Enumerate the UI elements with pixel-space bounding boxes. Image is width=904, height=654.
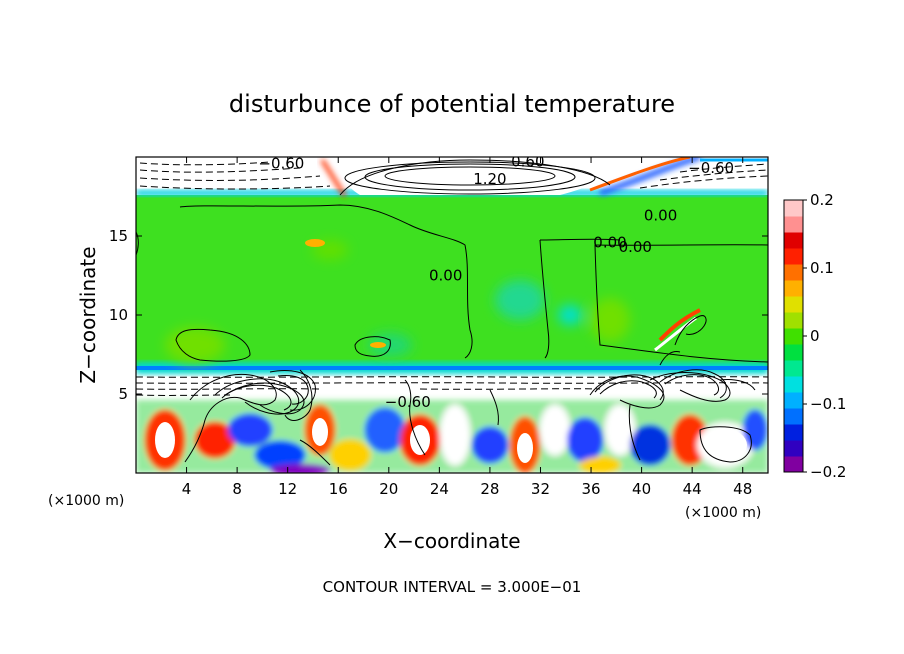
x-axis-ticks: 4 8 12 16 20 24 28 32 36 40 44 48 [182, 157, 752, 498]
x-tick-label: 20 [379, 480, 398, 498]
contour-labels: −0.60 0.601.20−0.600.000.000.000.00−0.60 [258, 153, 734, 411]
colorbar-tick-label: 0.2 [810, 191, 834, 209]
colorbar-swatch [784, 456, 803, 473]
field-mid-troposphere [136, 195, 768, 370]
colorbar-swatch [784, 200, 803, 217]
colorbar-swatch [784, 344, 803, 361]
band-lower-blue [136, 366, 768, 370]
contour-label: 0.00 [644, 206, 677, 224]
mid-field-patches [165, 240, 630, 363]
x-tick-label: 48 [733, 480, 752, 498]
x-tick-label: 8 [232, 480, 242, 498]
plot-area: −0.60 0.601.20−0.600.000.000.000.00−0.60 [136, 153, 768, 473]
colorbar-swatch [784, 360, 803, 377]
x-unit-left: (×1000 m) [48, 493, 124, 509]
colorbar-swatch [784, 328, 803, 345]
x-tick-label: 40 [632, 480, 651, 498]
x-tick-label: 28 [480, 480, 499, 498]
colorbar-tick-label: −0.1 [810, 395, 846, 413]
x-axis-label: X−coordinate [383, 529, 520, 553]
lower-turbulence [136, 400, 768, 473]
colorbar-swatch [784, 312, 803, 329]
contour-label: 0.00 [593, 233, 626, 251]
contours-upper [139, 159, 768, 196]
colorbar-swatch [784, 216, 803, 233]
contour-label: −0.60 [258, 154, 304, 172]
chart-title: disturbunce of potential temperature [229, 90, 675, 118]
convective-cells [214, 315, 727, 415]
y-axis-label: Z−coordinate [76, 246, 100, 383]
contours-mid [136, 204, 768, 363]
contour-interval-footer: CONTOUR INTERVAL = 3.000E−01 [323, 578, 582, 596]
colorbar-swatch [784, 280, 803, 297]
colorbar-swatch [784, 376, 803, 393]
colorbar-swatch [784, 440, 803, 457]
colorbar-swatch [784, 248, 803, 265]
x-tick-label: 24 [430, 480, 449, 498]
y-tick-label: 5 [118, 385, 128, 403]
x-unit-right: (×1000 m) [685, 505, 761, 521]
x-tick-label: 36 [581, 480, 600, 498]
x-tick-label: 32 [531, 480, 550, 498]
contour-label: −0.60 [688, 159, 734, 177]
x-tick-label: 16 [329, 480, 348, 498]
y-tick-label: 10 [109, 306, 128, 324]
contour-label: 0.00 [619, 238, 652, 256]
colorbar-swatch [784, 424, 803, 441]
colorbar-swatch [784, 264, 803, 281]
colorbar-swatch [784, 408, 803, 425]
colorbar-tick-label: −0.2 [810, 463, 846, 481]
x-tick-label: 44 [683, 480, 702, 498]
colorbar-tick-label: 0.1 [810, 259, 834, 277]
contours-lower [136, 369, 768, 466]
contour-label: −0.60 [385, 393, 431, 411]
colorbar-ticks: 0.2 0.1 0 −0.1 −0.2 [803, 191, 846, 481]
contour-label: 0.00 [429, 267, 462, 285]
y-axis-ticks: 5 10 15 [109, 227, 768, 403]
x-tick-label: 4 [182, 480, 192, 498]
mid-field-small-features [305, 239, 701, 352]
colorbar [784, 200, 803, 473]
x-tick-label: 12 [278, 480, 297, 498]
y-tick-label: 15 [109, 227, 128, 245]
colorbar-swatch [784, 392, 803, 409]
contour-label: 0.60 [511, 153, 544, 171]
colorbar-swatch [784, 296, 803, 313]
colorbar-swatch [784, 232, 803, 249]
contour-label: 1.20 [473, 170, 506, 188]
colorbar-tick-label: 0 [810, 327, 820, 345]
